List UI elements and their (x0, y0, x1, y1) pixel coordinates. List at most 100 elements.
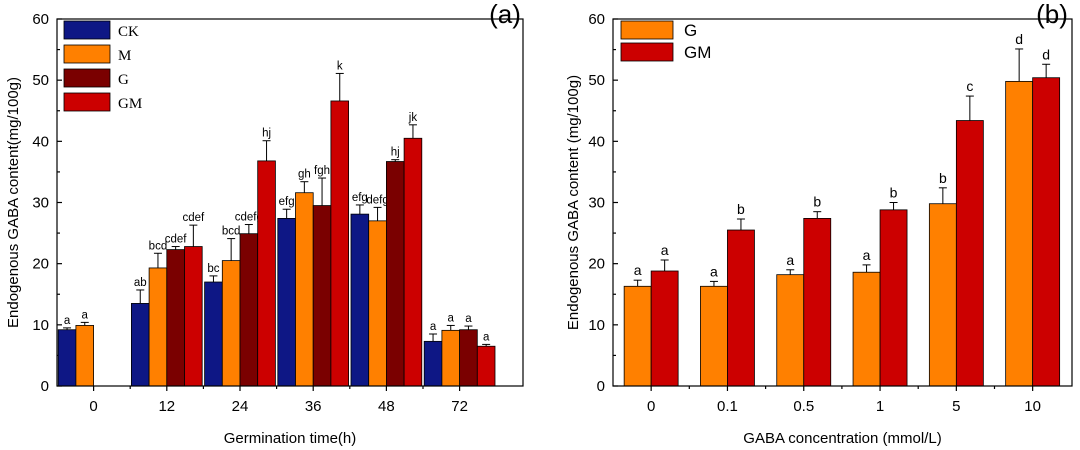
bar-GM-0 (650, 270, 679, 387)
bar-G-0.1 (700, 285, 728, 387)
significance-label: cdef (165, 234, 188, 246)
y-tick-label: 10 (588, 317, 605, 334)
significance-label: a (634, 262, 642, 278)
y-tick-label: 50 (588, 72, 605, 89)
significance-label: b (939, 170, 947, 186)
significance-label: bcd (222, 226, 241, 238)
significance-label: bc (207, 263, 219, 275)
x-tick-label: 24 (232, 398, 249, 415)
legend-swatch-M (63, 44, 111, 64)
significance-label: defg (366, 194, 388, 206)
y-tick-label: 10 (32, 317, 49, 334)
legend-swatch-GM (620, 42, 674, 62)
bar-CK-36 (277, 218, 296, 387)
significance-label: a (465, 313, 472, 325)
legend-label-M: M (118, 48, 131, 64)
bar-GM-5 (955, 120, 984, 387)
x-tick-label: 5 (952, 398, 960, 415)
significance-label: k (337, 60, 343, 72)
y-tick-label: 0 (597, 378, 605, 395)
legend-label-GM: GM (684, 43, 711, 62)
bar-G-10 (1005, 80, 1034, 387)
x-tick-label: 10 (1024, 398, 1041, 415)
x-tick-label: 48 (378, 398, 395, 415)
x-tick-label: 0 (89, 398, 97, 415)
y-tick-label: 60 (32, 11, 49, 28)
panel-label: (b) (1036, 0, 1068, 29)
panel-label: (a) (489, 0, 521, 29)
legend-label-G: G (118, 72, 129, 88)
significance-label: a (710, 263, 718, 279)
significance-label: a (64, 315, 71, 327)
significance-label: cdefg (235, 212, 263, 224)
x-axis-title: Germination time(h) (224, 430, 357, 447)
y-tick-label: 50 (32, 72, 49, 89)
bar-GM-0.1 (727, 229, 755, 387)
x-tick-label: 12 (158, 398, 175, 415)
bar-GM-12 (184, 246, 203, 387)
bar-M-36 (295, 192, 314, 387)
bar-CK-48 (350, 213, 370, 387)
significance-label: b (737, 201, 745, 217)
significance-label: jk (408, 112, 418, 124)
legend-swatch-G (63, 68, 111, 88)
panel-b: 0 10 20 30 40 50 60 0 a a 0.1 a b 0.5 a b 1 a b 5 b c 10 d d GABA… (565, 0, 1073, 447)
bar-GM-10 (1032, 77, 1061, 387)
bar-CK-0 (57, 329, 77, 387)
significance-label: hj (391, 147, 400, 159)
y-tick-label: 30 (588, 195, 605, 212)
significance-label: a (430, 321, 437, 333)
y-tick-label: 40 (32, 133, 49, 150)
significance-label: a (82, 309, 89, 321)
significance-label: ab (134, 277, 147, 289)
bar-G-48 (385, 161, 405, 387)
significance-label: cdef (182, 212, 205, 224)
significance-label: a (448, 312, 455, 324)
significance-label: gh (298, 169, 311, 181)
bar-G-12 (166, 249, 185, 387)
y-tick-label: 40 (588, 133, 605, 150)
bar-G-72 (459, 329, 478, 387)
significance-label: c (966, 78, 973, 94)
legend-label-G: G (684, 21, 697, 40)
significance-label: fgh (314, 165, 330, 177)
bar-GM-36 (330, 100, 349, 387)
significance-label: efg (352, 192, 368, 204)
x-tick-label: 0 (647, 398, 655, 415)
bar-G-36 (312, 205, 332, 387)
x-tick-label: 72 (451, 398, 468, 415)
bar-M-72 (441, 329, 460, 387)
legend-label-GM: GM (118, 96, 142, 112)
bar-CK-12 (130, 303, 150, 387)
significance-label: a (863, 247, 871, 263)
x-tick-label: 0.5 (793, 398, 814, 415)
bar-GM-1 (879, 209, 908, 387)
bar-GM-0.5 (803, 218, 832, 387)
bar-GM-48 (403, 137, 423, 387)
y-axis-title: Endogenous GABA content(mg/100g) (5, 77, 22, 328)
significance-label: d (1042, 46, 1050, 62)
bar-GM-72 (476, 345, 496, 387)
bar-GM-24 (257, 160, 276, 387)
significance-label: b (890, 185, 898, 201)
y-tick-label: 60 (588, 11, 605, 28)
y-tick-label: 30 (32, 195, 49, 212)
legend-label-CK: CK (118, 24, 139, 40)
bar-G-1 (852, 271, 881, 387)
bar-CK-72 (423, 340, 443, 387)
y-tick-label: 20 (588, 256, 605, 273)
bar-M-48 (368, 220, 387, 387)
legend-swatch-GM (63, 92, 111, 112)
significance-label: a (786, 252, 794, 268)
x-tick-label: 0.1 (717, 398, 738, 415)
bar-G-0.5 (776, 274, 805, 387)
bar-G-5 (928, 203, 957, 387)
significance-label: a (661, 242, 669, 258)
bar-G-0 (623, 285, 652, 387)
y-axis-title: Endogenous GABA content (mg/100g) (565, 75, 582, 330)
bar-M-24 (221, 260, 241, 387)
plot-frame (56, 18, 524, 387)
y-tick-label: 0 (41, 378, 49, 395)
